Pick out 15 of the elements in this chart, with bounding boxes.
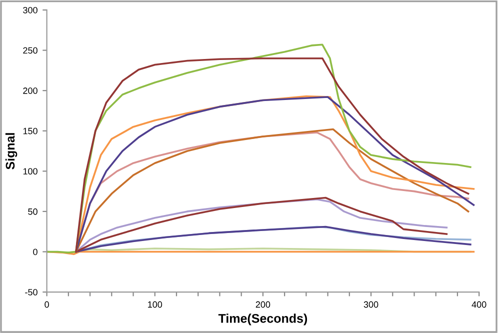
y-tick-label: 0 xyxy=(33,248,38,256)
x-tick-label: 200 xyxy=(256,301,270,308)
y-tick-label: 200 xyxy=(23,88,38,94)
x-tick-label: 100 xyxy=(148,301,162,308)
y-tick-label: 300 xyxy=(23,6,38,14)
y-tick-label: -50 xyxy=(25,289,38,296)
x-tick-label: 400 xyxy=(472,301,486,308)
x-axis-title: Time(Seconds) xyxy=(218,314,308,326)
x-tick-label: 300 xyxy=(364,301,378,308)
y-axis-title: Signal xyxy=(5,133,18,170)
y-tick-label: 50 xyxy=(28,208,38,215)
y-tick-label: 150 xyxy=(23,128,38,134)
y-tick-label: 100 xyxy=(23,168,38,175)
x-tick-label: 0 xyxy=(44,301,49,308)
y-tick-label: 250 xyxy=(23,47,38,54)
